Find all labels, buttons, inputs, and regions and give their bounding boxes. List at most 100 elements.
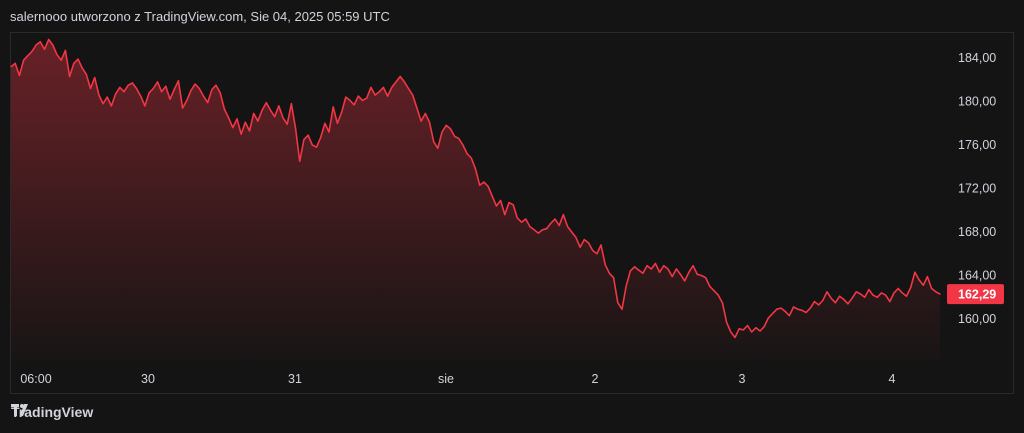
price-point [194, 83, 196, 85]
tradingview-logo-icon [11, 404, 28, 416]
price-point [94, 77, 96, 79]
price-point [479, 184, 481, 186]
price-point [797, 308, 799, 310]
price-point [445, 124, 447, 126]
price-point [144, 105, 146, 107]
price-point [567, 226, 569, 228]
price-point [35, 44, 37, 46]
price-point [571, 231, 573, 233]
price-point [625, 285, 627, 287]
price-point [332, 106, 334, 108]
price-point [60, 59, 62, 61]
price-point [161, 91, 163, 93]
price-point [336, 122, 338, 124]
price-point [583, 239, 585, 241]
price-point [788, 315, 791, 317]
price-point [483, 181, 485, 183]
price-point [855, 291, 857, 293]
price-point [587, 242, 590, 244]
price-point [140, 95, 142, 97]
price-point [830, 297, 832, 299]
price-point [77, 58, 79, 60]
price-point [198, 87, 200, 90]
price-point [901, 292, 903, 294]
price-point [295, 128, 297, 130]
y-axis-tick-label: 176,00 [958, 138, 996, 152]
price-point [282, 117, 284, 119]
price-point [864, 296, 866, 298]
price-point [202, 95, 205, 97]
price-point [223, 108, 225, 110]
x-axis-tick-label: 4 [889, 372, 896, 386]
price-point [742, 329, 744, 331]
price-point [713, 290, 715, 292]
price-point [156, 81, 159, 83]
price-point [110, 105, 112, 107]
price-point [474, 168, 477, 170]
price-point [738, 328, 740, 330]
price-point [177, 80, 179, 82]
price-point [679, 273, 682, 275]
price-point [374, 94, 376, 96]
price-point [730, 331, 732, 333]
price-point [880, 292, 883, 294]
price-point [529, 226, 531, 228]
price-point [910, 286, 912, 289]
price-point [315, 146, 318, 148]
price-point [872, 294, 874, 296]
price-point [173, 88, 175, 91]
price-point [420, 120, 422, 122]
price-point [341, 111, 343, 113]
price-point [839, 295, 841, 297]
price-point [784, 310, 786, 312]
price-point [43, 48, 46, 50]
price-point [10, 66, 12, 68]
price-point [85, 73, 87, 75]
price-point [926, 276, 929, 278]
price-point [73, 62, 75, 64]
price-point [395, 81, 397, 83]
y-axis-tick-label: 180,00 [958, 95, 996, 109]
price-point [152, 87, 154, 90]
price-point [219, 92, 221, 94]
price-point [504, 214, 506, 216]
price-point [692, 265, 694, 267]
price-point [914, 271, 916, 273]
price-point [324, 122, 326, 124]
price-point [684, 280, 686, 282]
price-point [387, 95, 389, 97]
price-point [767, 317, 770, 319]
price-point [876, 296, 878, 298]
price-point [14, 62, 16, 64]
price-point [604, 264, 606, 266]
price-point [667, 268, 669, 270]
price-point [780, 307, 782, 309]
price-point [885, 294, 887, 296]
price-point [299, 160, 301, 162]
price-point [135, 87, 138, 90]
price-point [847, 303, 849, 305]
y-axis-tick-label: 160,00 [958, 312, 996, 326]
price-point [792, 306, 795, 308]
price-point [935, 291, 937, 293]
price-point [709, 285, 711, 287]
price-point [391, 86, 393, 88]
price-point [23, 59, 25, 61]
price-point [638, 269, 640, 271]
price-point [939, 293, 941, 295]
price-point [642, 272, 644, 274]
tradingview-brand[interactable]: TradingView [11, 404, 93, 420]
price-point [931, 287, 933, 290]
price-point [366, 97, 368, 99]
price-point [776, 308, 778, 310]
price-point [211, 88, 213, 91]
price-point [56, 54, 58, 56]
price-point [705, 277, 707, 279]
price-point [48, 38, 50, 41]
price-area-fill [11, 39, 940, 360]
price-point [441, 131, 443, 133]
last-price-badge [947, 284, 1004, 305]
y-axis-tick-label: 184,00 [958, 51, 996, 65]
price-point [688, 271, 690, 273]
